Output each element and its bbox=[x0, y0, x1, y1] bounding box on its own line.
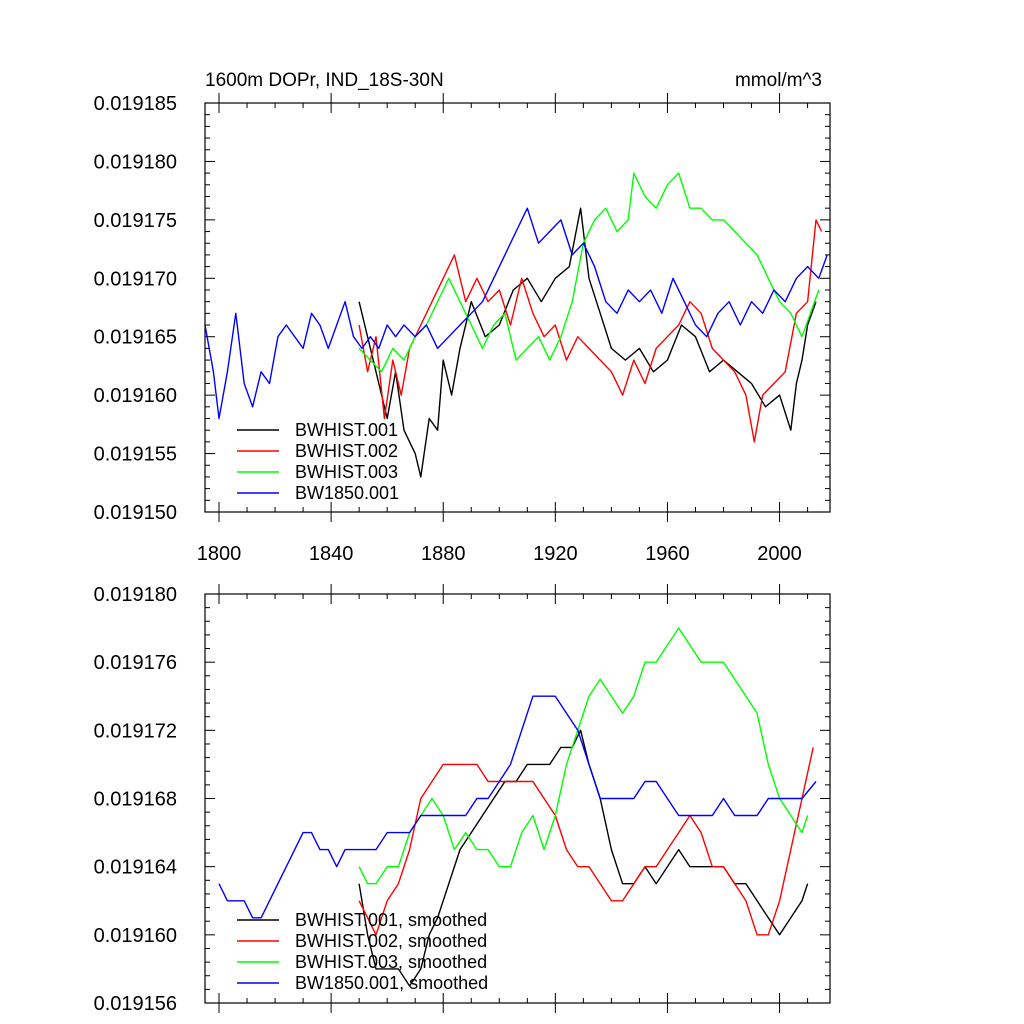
series-line-2 bbox=[358, 747, 814, 936]
legend-label: BWHIST.003 bbox=[295, 462, 398, 482]
y-tick-label: 0.019156 bbox=[94, 993, 177, 1015]
bottom-panel: 0.019156 0.019160 0.019164 0.019168 0.019172… bbox=[94, 584, 831, 1015]
x-tick-label: 1840 bbox=[309, 543, 354, 565]
legend-label: BW1850.001, smoothed bbox=[295, 973, 488, 993]
legend-label: BWHIST.001, smoothed bbox=[295, 910, 487, 930]
legend-label: BWHIST.002, smoothed bbox=[295, 931, 487, 951]
y-tick-label: 0.019168 bbox=[94, 789, 177, 811]
series-line-2 bbox=[358, 219, 823, 443]
legend-label: BWHIST.001 bbox=[295, 420, 398, 440]
top-panel: 1800 1840 1880 1920 1960 2000 0.019150 0.019155… bbox=[94, 70, 831, 565]
y-tick-label: 0.019155 bbox=[94, 444, 177, 466]
y-tick-label: 0.019150 bbox=[94, 502, 177, 524]
plot-frame bbox=[204, 102, 831, 513]
y-tick-label: 0.019176 bbox=[94, 652, 177, 674]
y-tick-label: 0.019175 bbox=[94, 210, 177, 232]
legend-label: BW1850.001 bbox=[295, 483, 399, 503]
x-tick-label: 2000 bbox=[757, 543, 802, 565]
series-line-4 bbox=[205, 207, 828, 420]
units-label: mmol/m^3 bbox=[735, 70, 822, 91]
x-tick-label: 1920 bbox=[533, 543, 578, 565]
y-tick-label: 0.019160 bbox=[94, 385, 177, 407]
x-tick-label: 1960 bbox=[645, 543, 690, 565]
y-tick-label: 0.019172 bbox=[94, 720, 177, 742]
series-line-3 bbox=[358, 172, 820, 373]
chart-title: 1600m DOPr, IND_18S-30N bbox=[205, 70, 444, 91]
series-line-3 bbox=[358, 627, 809, 885]
x-tick-label: 1800 bbox=[197, 543, 242, 565]
y-tick-label: 0.019170 bbox=[94, 268, 177, 290]
y-tick-label: 0.019185 bbox=[94, 93, 177, 115]
series-line-1 bbox=[358, 207, 817, 478]
x-tick-label: 1880 bbox=[421, 543, 466, 565]
legend-label: BWHIST.003, smoothed bbox=[295, 952, 487, 972]
y-tick-label: 0.019180 bbox=[94, 151, 177, 173]
y-tick-label: 0.019165 bbox=[94, 327, 177, 349]
y-tick-label: 0.019164 bbox=[94, 857, 177, 879]
series-line-4 bbox=[218, 695, 817, 919]
y-tick-label: 0.019180 bbox=[94, 584, 177, 606]
legend-label: BWHIST.002 bbox=[295, 441, 398, 461]
y-tick-label: 0.019160 bbox=[94, 925, 177, 947]
